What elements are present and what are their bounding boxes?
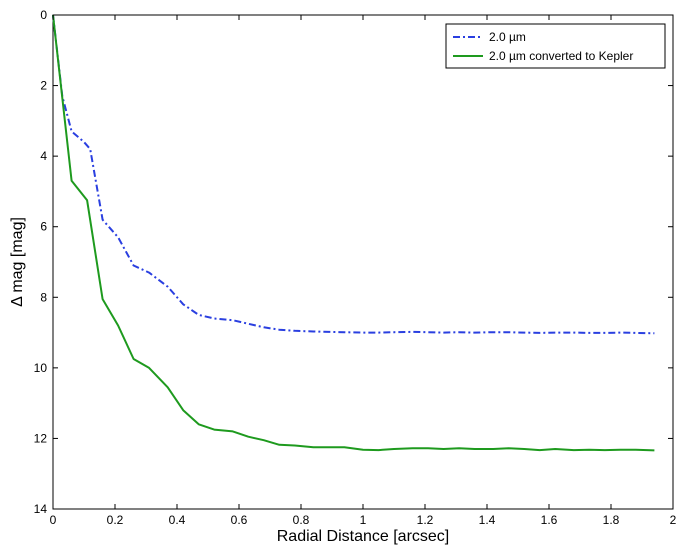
y-tick-label: 4 [40, 149, 47, 163]
x-tick-label: 1.8 [603, 513, 620, 527]
y-tick-label: 14 [34, 502, 48, 516]
y-tick-label: 10 [34, 361, 48, 375]
x-axis-label: Radial Distance [arcsec] [277, 528, 450, 545]
x-tick-label: 0 [50, 513, 57, 527]
legend: 2.0 µm 2.0 µm converted to Kepler [445, 23, 666, 69]
plot-frame [52, 14, 674, 510]
x-tick-label: 1 [360, 513, 367, 527]
x-tick-label: 1.2 [417, 513, 434, 527]
series-line-kepler [52, 14, 655, 452]
series-layer [52, 14, 655, 452]
y-axis-label: Δ mag [mag] [9, 217, 26, 307]
legend-entry-2um: 2.0 µm [489, 30, 526, 44]
y-tick-label: 2 [40, 79, 47, 93]
x-tick-label: 1.4 [479, 513, 496, 527]
x-tick-label: 0.4 [169, 513, 186, 527]
legend-box [445, 23, 666, 69]
ticks-layer: 0 0.2 0.4 0.6 0.8 1 1.2 1.4 1.6 1.8 2 0 2 4 6 8 10 12 14 [34, 8, 677, 527]
y-tick-label: 0 [40, 8, 47, 22]
y-tick-label: 12 [34, 431, 48, 445]
plot-area: 0 0.2 0.4 0.6 0.8 1 1.2 1.4 1.6 1.8 2 0 2 4 6 8 10 12 14 [34, 8, 677, 527]
x-tick-label: 0.6 [231, 513, 248, 527]
x-tick-label: 2 [670, 513, 677, 527]
x-tick-label: 0.8 [293, 513, 310, 527]
x-tick-label: 1.6 [541, 513, 558, 527]
series-line-2um [52, 14, 655, 335]
legend-entry-kepler: 2.0 µm converted to Kepler [489, 49, 633, 63]
y-tick-label: 6 [40, 220, 47, 234]
y-tick-label: 8 [40, 290, 47, 304]
x-tick-label: 0.2 [107, 513, 124, 527]
